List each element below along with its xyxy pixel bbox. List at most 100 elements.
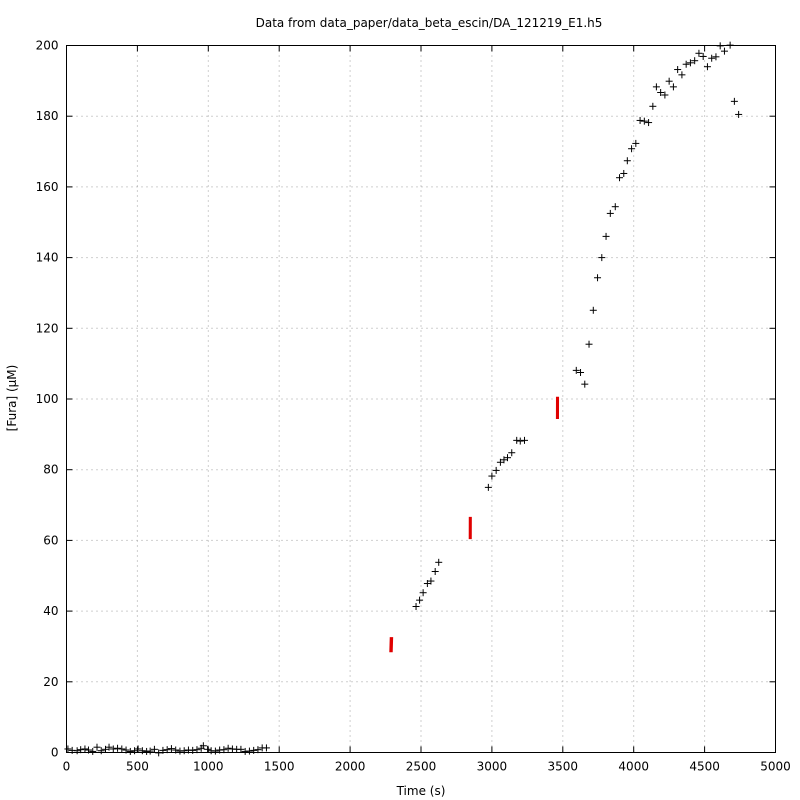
data-point bbox=[204, 745, 212, 753]
data-point bbox=[435, 558, 443, 566]
data-point bbox=[577, 368, 585, 376]
data-point bbox=[720, 47, 728, 55]
chart-title: Data from data_paper/data_beta_escin/DA_… bbox=[256, 16, 603, 30]
data-points bbox=[64, 41, 743, 757]
y-tick-label: 40 bbox=[43, 604, 58, 618]
data-point bbox=[138, 747, 146, 755]
data-point bbox=[516, 437, 524, 445]
red-segment bbox=[389, 637, 394, 653]
data-point bbox=[661, 91, 669, 99]
x-tick-label: 4500 bbox=[689, 760, 720, 774]
data-point bbox=[652, 83, 660, 91]
data-point bbox=[150, 745, 158, 753]
plot-frame bbox=[66, 45, 776, 753]
data-point bbox=[691, 57, 699, 65]
y-tick-label: 60 bbox=[43, 533, 58, 547]
data-point bbox=[93, 743, 101, 751]
data-point bbox=[730, 97, 738, 105]
y-tick-label: 140 bbox=[36, 251, 59, 265]
data-point bbox=[611, 203, 619, 211]
data-point bbox=[602, 232, 610, 240]
data-point bbox=[594, 274, 602, 282]
data-point bbox=[199, 742, 207, 750]
data-point bbox=[245, 747, 253, 755]
x-axis-label: Time (s) bbox=[396, 784, 446, 798]
data-point bbox=[419, 589, 427, 597]
data-point bbox=[606, 209, 614, 217]
y-tick-label: 200 bbox=[36, 39, 59, 53]
data-point bbox=[431, 568, 439, 576]
data-point bbox=[224, 744, 232, 752]
data-point bbox=[416, 596, 424, 604]
data-point bbox=[589, 306, 597, 314]
y-tick-label: 120 bbox=[36, 321, 59, 335]
data-point bbox=[81, 745, 89, 753]
data-point bbox=[686, 59, 694, 67]
data-point bbox=[97, 747, 105, 755]
x-tick-label: 4000 bbox=[618, 760, 649, 774]
data-point bbox=[423, 580, 431, 588]
data-point bbox=[669, 83, 677, 91]
data-point bbox=[674, 66, 682, 74]
data-point bbox=[109, 745, 117, 753]
data-point bbox=[488, 472, 496, 480]
red-segments bbox=[389, 396, 560, 653]
data-point bbox=[636, 116, 644, 124]
data-point bbox=[64, 745, 72, 753]
data-point bbox=[682, 60, 690, 68]
data-point bbox=[89, 747, 97, 755]
data-point bbox=[496, 458, 504, 466]
y-tick-label: 80 bbox=[43, 463, 58, 477]
data-point bbox=[101, 745, 109, 753]
data-point bbox=[134, 745, 142, 753]
data-point bbox=[585, 340, 593, 348]
data-point bbox=[616, 174, 624, 182]
y-tick-label: 20 bbox=[43, 675, 58, 689]
data-point bbox=[180, 747, 188, 755]
data-point bbox=[521, 436, 529, 444]
y-axis-label: [Fura] (μM) bbox=[5, 365, 19, 432]
data-point bbox=[118, 745, 126, 753]
y-tick-label: 180 bbox=[36, 109, 59, 123]
data-point bbox=[628, 145, 636, 153]
data-point bbox=[645, 119, 653, 127]
data-point bbox=[412, 603, 420, 611]
data-point bbox=[735, 110, 743, 118]
data-point bbox=[262, 744, 270, 752]
x-tick-label: 1000 bbox=[193, 760, 224, 774]
data-point bbox=[513, 436, 521, 444]
data-point bbox=[492, 466, 500, 474]
data-point bbox=[620, 169, 628, 177]
data-point bbox=[598, 254, 606, 262]
data-point bbox=[508, 449, 516, 457]
data-point bbox=[657, 89, 665, 97]
data-point bbox=[105, 743, 113, 751]
y-tick-label: 160 bbox=[36, 180, 59, 194]
data-point bbox=[695, 49, 703, 57]
red-segment bbox=[468, 516, 472, 540]
data-point bbox=[665, 77, 673, 85]
x-tick-label: 0 bbox=[63, 760, 71, 774]
data-point bbox=[484, 483, 492, 491]
data-point bbox=[126, 747, 134, 755]
x-tick-label: 2000 bbox=[335, 760, 366, 774]
data-point bbox=[73, 747, 81, 755]
y-tick-label: 0 bbox=[51, 746, 59, 760]
data-point bbox=[632, 139, 640, 147]
x-tick-label: 3000 bbox=[477, 760, 508, 774]
data-point bbox=[146, 747, 154, 755]
data-point bbox=[712, 53, 720, 61]
x-tick-label: 1500 bbox=[264, 760, 295, 774]
data-point bbox=[699, 52, 707, 60]
y-ticks: 0 20 40 60 80 100 120 140 160 180 200 bbox=[36, 39, 776, 760]
y-tick-label: 100 bbox=[36, 392, 59, 406]
data-point bbox=[131, 747, 139, 755]
data-point bbox=[640, 117, 648, 125]
data-point bbox=[211, 747, 219, 755]
data-point bbox=[649, 102, 657, 110]
data-point bbox=[623, 157, 631, 165]
grid bbox=[66, 45, 776, 753]
data-point bbox=[703, 63, 711, 71]
data-point bbox=[167, 745, 175, 753]
data-point bbox=[503, 454, 511, 462]
